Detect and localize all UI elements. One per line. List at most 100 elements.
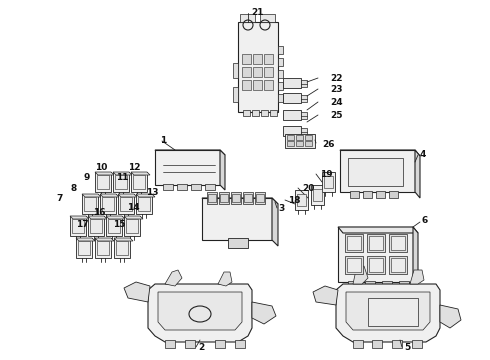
- Bar: [108, 219, 120, 233]
- Polygon shape: [100, 194, 119, 197]
- Bar: [283, 110, 301, 120]
- Polygon shape: [346, 292, 430, 330]
- Text: 24: 24: [330, 98, 343, 107]
- Bar: [295, 190, 308, 210]
- Bar: [348, 158, 403, 186]
- Bar: [207, 192, 217, 204]
- Text: 20: 20: [302, 184, 315, 193]
- Bar: [287, 141, 294, 146]
- Bar: [138, 197, 150, 211]
- Text: 15: 15: [113, 220, 125, 229]
- Text: 25: 25: [330, 111, 343, 120]
- Bar: [243, 192, 253, 204]
- Bar: [305, 135, 312, 140]
- Bar: [287, 135, 294, 140]
- Bar: [88, 216, 104, 236]
- Bar: [253, 80, 262, 90]
- Bar: [163, 184, 173, 190]
- Bar: [382, 281, 392, 288]
- Bar: [313, 189, 322, 201]
- Bar: [296, 141, 303, 146]
- Bar: [369, 236, 383, 250]
- Bar: [233, 87, 238, 102]
- Polygon shape: [202, 198, 278, 204]
- Bar: [191, 184, 201, 190]
- Bar: [296, 135, 303, 140]
- Bar: [340, 150, 415, 192]
- Text: 22: 22: [330, 73, 343, 82]
- Polygon shape: [70, 216, 89, 219]
- Bar: [106, 216, 122, 236]
- Text: 9: 9: [83, 172, 89, 181]
- Bar: [243, 110, 250, 116]
- Bar: [278, 70, 283, 78]
- Text: 13: 13: [146, 188, 158, 197]
- Bar: [283, 78, 301, 88]
- Polygon shape: [155, 150, 225, 155]
- Polygon shape: [410, 270, 424, 284]
- Bar: [261, 110, 268, 116]
- Bar: [133, 175, 145, 189]
- Polygon shape: [440, 305, 461, 328]
- Bar: [256, 194, 264, 202]
- Bar: [78, 241, 90, 255]
- Bar: [240, 14, 255, 22]
- Bar: [70, 216, 86, 236]
- Polygon shape: [118, 194, 137, 197]
- Polygon shape: [158, 292, 242, 330]
- Bar: [278, 58, 283, 66]
- Bar: [301, 95, 307, 102]
- Bar: [113, 172, 129, 192]
- Bar: [283, 126, 301, 136]
- Bar: [95, 172, 111, 192]
- Bar: [322, 172, 335, 192]
- Bar: [215, 340, 225, 348]
- Polygon shape: [131, 172, 150, 175]
- Bar: [90, 219, 102, 233]
- Bar: [301, 80, 307, 87]
- Bar: [353, 340, 363, 348]
- Bar: [347, 258, 361, 272]
- Bar: [365, 281, 375, 288]
- Bar: [376, 191, 385, 198]
- Bar: [124, 216, 140, 236]
- Bar: [367, 256, 385, 274]
- Bar: [100, 194, 116, 214]
- Bar: [118, 194, 134, 214]
- Bar: [95, 238, 111, 258]
- Bar: [238, 22, 278, 112]
- Bar: [278, 46, 283, 54]
- Bar: [301, 112, 307, 119]
- Bar: [392, 340, 402, 348]
- Polygon shape: [415, 150, 420, 198]
- Bar: [177, 184, 187, 190]
- Bar: [252, 110, 259, 116]
- Bar: [311, 185, 324, 205]
- Bar: [278, 82, 283, 90]
- Polygon shape: [413, 227, 418, 288]
- Bar: [84, 197, 96, 211]
- Bar: [297, 194, 306, 206]
- Text: 12: 12: [128, 162, 141, 171]
- Bar: [253, 67, 262, 77]
- Bar: [369, 258, 383, 272]
- Polygon shape: [148, 284, 252, 342]
- Bar: [233, 63, 238, 78]
- Polygon shape: [338, 227, 418, 233]
- Text: 26: 26: [322, 140, 335, 149]
- Bar: [220, 194, 228, 202]
- Bar: [126, 219, 138, 233]
- Bar: [264, 67, 273, 77]
- Polygon shape: [76, 238, 95, 241]
- Polygon shape: [114, 238, 133, 241]
- Polygon shape: [272, 198, 278, 246]
- Polygon shape: [95, 238, 114, 241]
- Bar: [72, 219, 84, 233]
- Polygon shape: [165, 270, 182, 286]
- Bar: [412, 340, 422, 348]
- Bar: [391, 236, 405, 250]
- Bar: [235, 340, 245, 348]
- Bar: [219, 192, 229, 204]
- Polygon shape: [124, 282, 150, 302]
- Polygon shape: [113, 172, 132, 175]
